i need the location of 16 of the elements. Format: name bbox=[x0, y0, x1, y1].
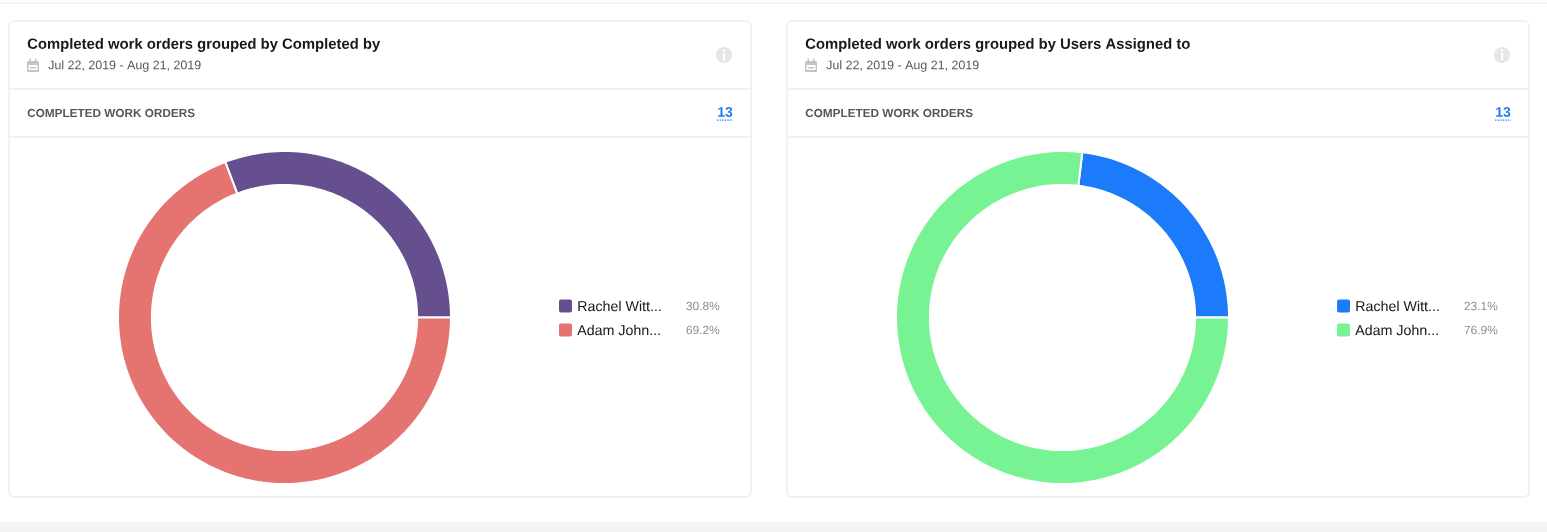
legend-label: Adam John... bbox=[577, 324, 660, 336]
text: COMPLETED WORK ORDERS bbox=[27, 108, 195, 118]
text: COMPLETED WORK ORDERS bbox=[805, 108, 973, 118]
text: 13 bbox=[718, 107, 733, 117]
text: 13 bbox=[1496, 107, 1511, 117]
legend-label: Rachel Witt... bbox=[1356, 300, 1439, 312]
data-label: 69.2% bbox=[686, 325, 720, 335]
data-label: 30.8% bbox=[686, 301, 720, 311]
chart-subtitle: Jul 22, 2019 - Aug 21, 2019 bbox=[48, 60, 201, 72]
chart-subtitle: Jul 22, 2019 - Aug 21, 2019 bbox=[826, 60, 979, 72]
chart-title: Completed work orders grouped by Users Assigned to bbox=[805, 38, 1190, 52]
data-label: 76.9% bbox=[1464, 325, 1498, 335]
legend-label: Adam John... bbox=[1355, 324, 1438, 336]
legend-label: Rachel Witt... bbox=[578, 300, 661, 312]
data-label: 23.1% bbox=[1464, 301, 1498, 311]
chart-title: Completed work orders grouped by Completed by bbox=[27, 38, 381, 52]
